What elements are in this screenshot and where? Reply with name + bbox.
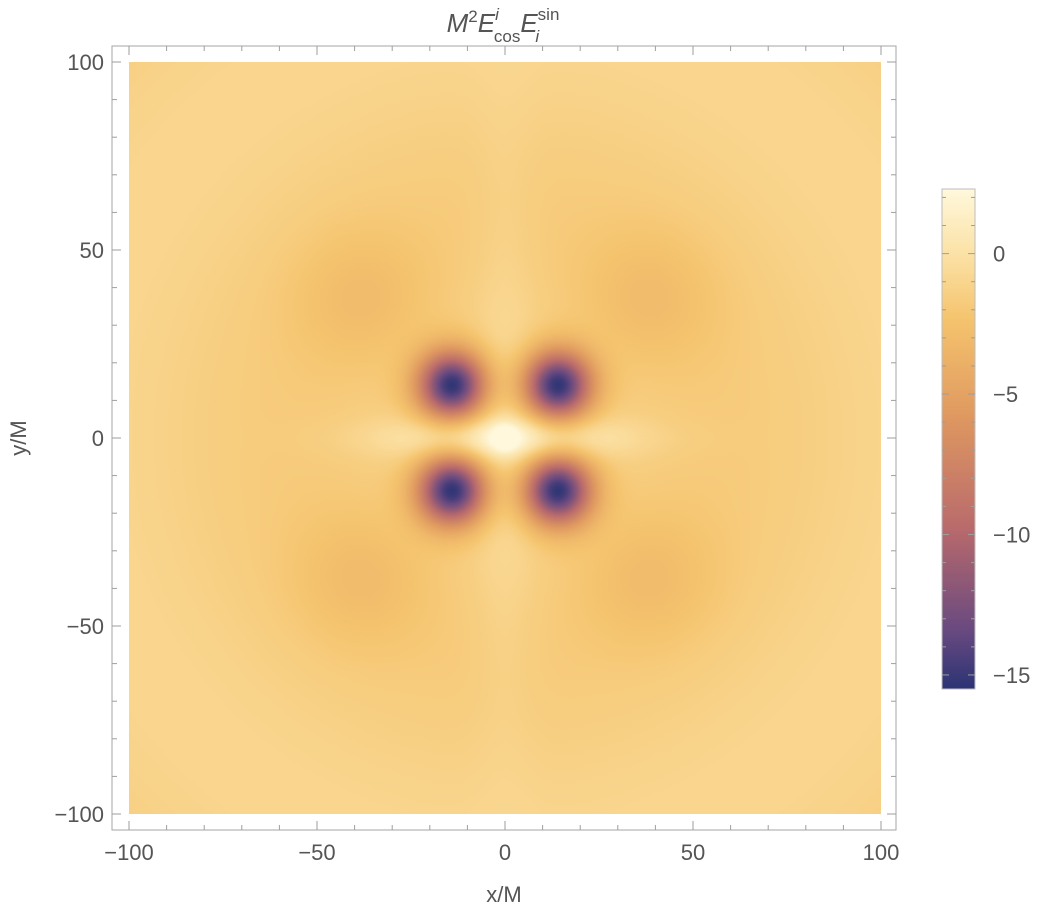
y-tick-label: 50 (80, 238, 104, 263)
x-tick-label: −50 (298, 840, 335, 865)
colorbar-tick-label: 0 (993, 242, 1005, 267)
colorbar-frame (941, 188, 976, 690)
x-tick-label: 0 (499, 840, 511, 865)
colorbar-gradient (942, 189, 975, 689)
y-axis-label: y/M (6, 420, 31, 455)
chart-title: M2Ei cosEsin i (447, 5, 560, 46)
heatmap-field (129, 62, 881, 814)
colorbar-tick-label: −10 (993, 523, 1030, 548)
axis-ticks (112, 46, 896, 830)
y-tick-label: 100 (67, 50, 104, 75)
colorbar-tick-label: −5 (993, 382, 1018, 407)
colorbar-ticks: 0 −5 −10 −15 (942, 196, 1030, 688)
y-tick-label: −50 (67, 614, 104, 639)
y-tick-label: 0 (92, 426, 104, 451)
x-tick-label: 100 (863, 840, 900, 865)
x-tick-label: −100 (104, 840, 154, 865)
x-tick-label: 50 (681, 840, 705, 865)
y-tick-label: −100 (54, 802, 104, 827)
axis-tick-labels: −100 −50 0 50 100 −100 −50 0 50 100 (54, 50, 899, 865)
colorbar-tick-label: −15 (993, 663, 1030, 688)
x-axis-label: x/M (486, 882, 521, 907)
